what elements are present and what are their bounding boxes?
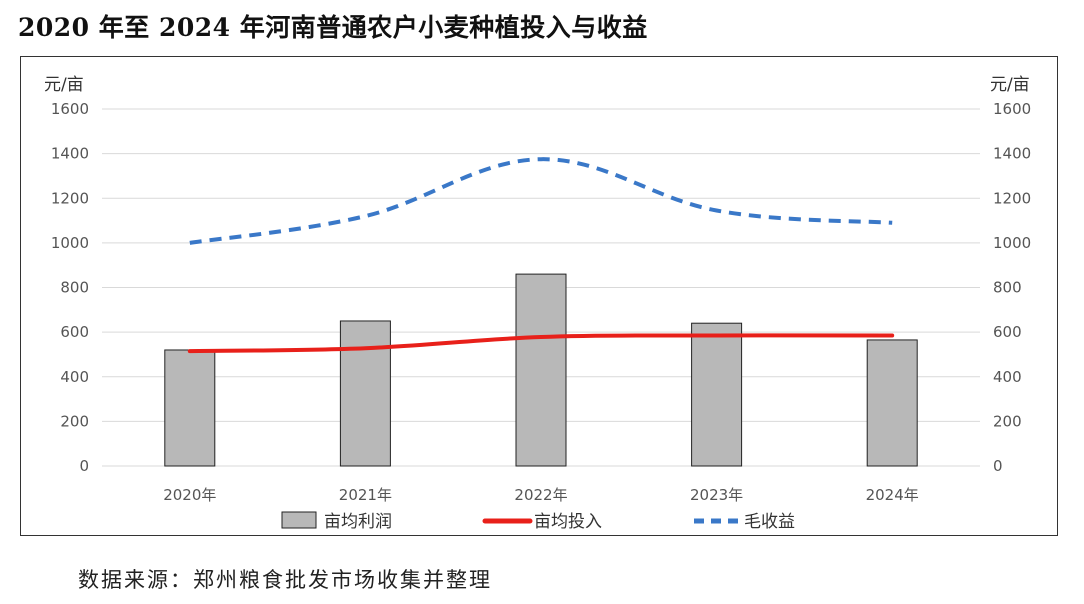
chart-title: 2020 年至 2024 年河南普通农户小麦种植投入与收益 bbox=[18, 13, 648, 42]
legend-label-profit: 亩均利润 bbox=[324, 512, 392, 532]
source-note: 数据来源：郑州粮食批发市场收集并整理 bbox=[78, 568, 492, 592]
y-tick-label-left: 0 bbox=[79, 457, 89, 475]
x-tick-label: 2021年 bbox=[339, 486, 392, 504]
y-tick-label-right: 200 bbox=[993, 412, 1022, 430]
y-tick-label-left: 1200 bbox=[51, 189, 89, 207]
y-axis-unit-left: 元/亩 bbox=[44, 75, 84, 95]
y-tick-label-left: 800 bbox=[60, 279, 89, 297]
bar-profit bbox=[164, 349, 216, 467]
y-tick-label-left: 200 bbox=[60, 412, 89, 430]
y-tick-label-right: 1600 bbox=[993, 100, 1031, 118]
y-tick-label-right: 0 bbox=[993, 457, 1003, 475]
chart-svg: 0 0 200 200 400 400 600 600 800 800 1000 1000 1200 12… bbox=[44, 75, 1031, 532]
y-tick-label-right: 400 bbox=[993, 368, 1022, 386]
x-tick-label: 2024年 bbox=[866, 486, 919, 504]
y-axis-unit-right: 元/亩 bbox=[990, 75, 1030, 95]
x-tick-label: 2023年 bbox=[690, 486, 743, 504]
y-tick-label-left: 600 bbox=[60, 323, 89, 341]
bar-profit bbox=[339, 320, 391, 467]
legend-label-investment: 亩均投入 bbox=[534, 512, 602, 532]
y-tick-label-right: 800 bbox=[993, 279, 1022, 297]
x-tick-label: 2020年 bbox=[163, 486, 216, 504]
x-tick-label: 2022年 bbox=[514, 486, 567, 504]
legend-swatch-profit bbox=[281, 511, 317, 529]
legend-label-revenue: 毛收益 bbox=[744, 512, 795, 532]
y-tick-label-right: 1400 bbox=[993, 145, 1031, 163]
line-revenue bbox=[189, 157, 893, 245]
y-tick-label-right: 1000 bbox=[993, 234, 1031, 252]
bar-profit bbox=[866, 339, 918, 467]
bar-profit bbox=[691, 322, 743, 467]
bar-profit bbox=[515, 273, 567, 467]
line-investment bbox=[187, 333, 895, 354]
y-tick-label-left: 400 bbox=[60, 368, 89, 386]
chart-frame bbox=[20, 56, 1058, 536]
y-tick-label-left: 1000 bbox=[51, 234, 89, 252]
y-tick-label-left: 1400 bbox=[51, 145, 89, 163]
y-tick-label-right: 1200 bbox=[993, 189, 1031, 207]
y-tick-label-right: 600 bbox=[993, 323, 1022, 341]
y-tick-label-left: 1600 bbox=[51, 100, 89, 118]
